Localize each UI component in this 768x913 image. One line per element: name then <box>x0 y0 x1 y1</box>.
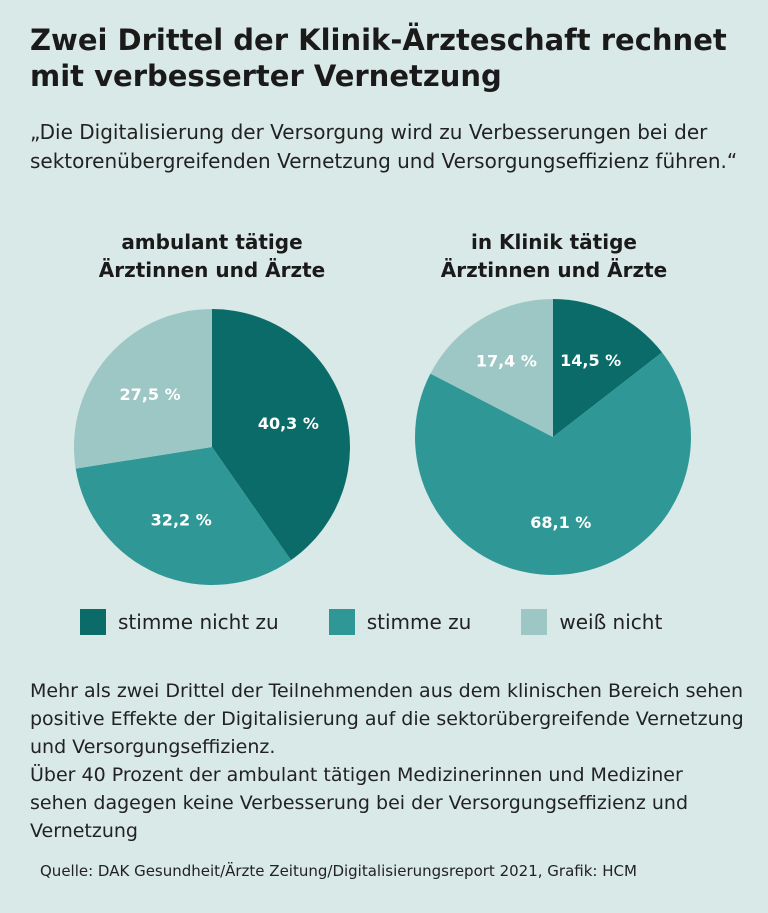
pie-data-label: 14,5 % <box>560 351 621 370</box>
survey-statement: „Die Digitalisierung der Versorgung wird… <box>30 120 738 173</box>
pie-title-line: Ärztinnen und Ärzte <box>98 258 326 282</box>
legend-item-stimme-nicht-zu: stimme nicht zu <box>80 609 279 635</box>
legend-label: stimme nicht zu <box>118 610 279 634</box>
summary-paragraph: Über 40 Prozent der ambulant tätigen Med… <box>30 764 689 842</box>
pie-slice-stimme-nicht-zu <box>553 299 663 437</box>
pie-data-label: 68,1 % <box>530 513 591 532</box>
legend-label: weiß nicht <box>559 610 663 634</box>
pie-title-line: Ärztinnen und Ärzte <box>440 258 668 282</box>
chart-title: Zwei Drittel der Klinik-Ärzteschaft rech… <box>30 23 727 93</box>
legend-swatch <box>521 609 548 635</box>
pie-data-label: 27,5 % <box>120 385 181 404</box>
pie-title-line: ambulant tätige <box>121 230 303 254</box>
legend: stimme nicht zu stimme zu weiß nicht <box>80 606 712 638</box>
pie-title-line: in Klinik tätige <box>471 230 637 254</box>
pie-slice-stimme-zu <box>415 352 691 575</box>
legend-swatch <box>328 609 355 635</box>
pie-slice-stimme-nicht-zu <box>212 309 350 561</box>
pie-klinik: 14,5 % 68,1 % 17,4 % <box>415 299 691 575</box>
summary-paragraph: Mehr als zwei Drittel der Teilnehmenden … <box>30 680 744 758</box>
summary-text: Mehr als zwei Drittel der Teilnehmenden … <box>30 677 745 845</box>
pie-data-label: 17,4 % <box>476 351 537 370</box>
pie-title-klinik: in Klinik tätige Ärztinnen und Ärzte <box>404 228 704 284</box>
legend-label: stimme zu <box>366 610 472 634</box>
source-note: Quelle: DAK Gesundheit/Ärzte Zeitung/Dig… <box>40 862 637 880</box>
pie-slice-stimme-zu <box>75 447 291 585</box>
legend-item-stimme-zu: stimme zu <box>328 609 472 635</box>
legend-swatch <box>80 609 106 635</box>
pie-ambulant: 40,3 % 32,2 % 27,5 % <box>74 309 350 585</box>
legend-item-weiss-nicht: weiß nicht <box>521 609 662 635</box>
pie-data-label: 40,3 % <box>258 414 319 433</box>
pie-slice-weiss-nicht <box>74 309 212 469</box>
pie-data-label: 32,2 % <box>151 510 212 529</box>
pie-title-ambulant: ambulant tätige Ärztinnen und Ärzte <box>62 228 362 284</box>
pie-slice-weiss-nicht <box>430 299 553 437</box>
